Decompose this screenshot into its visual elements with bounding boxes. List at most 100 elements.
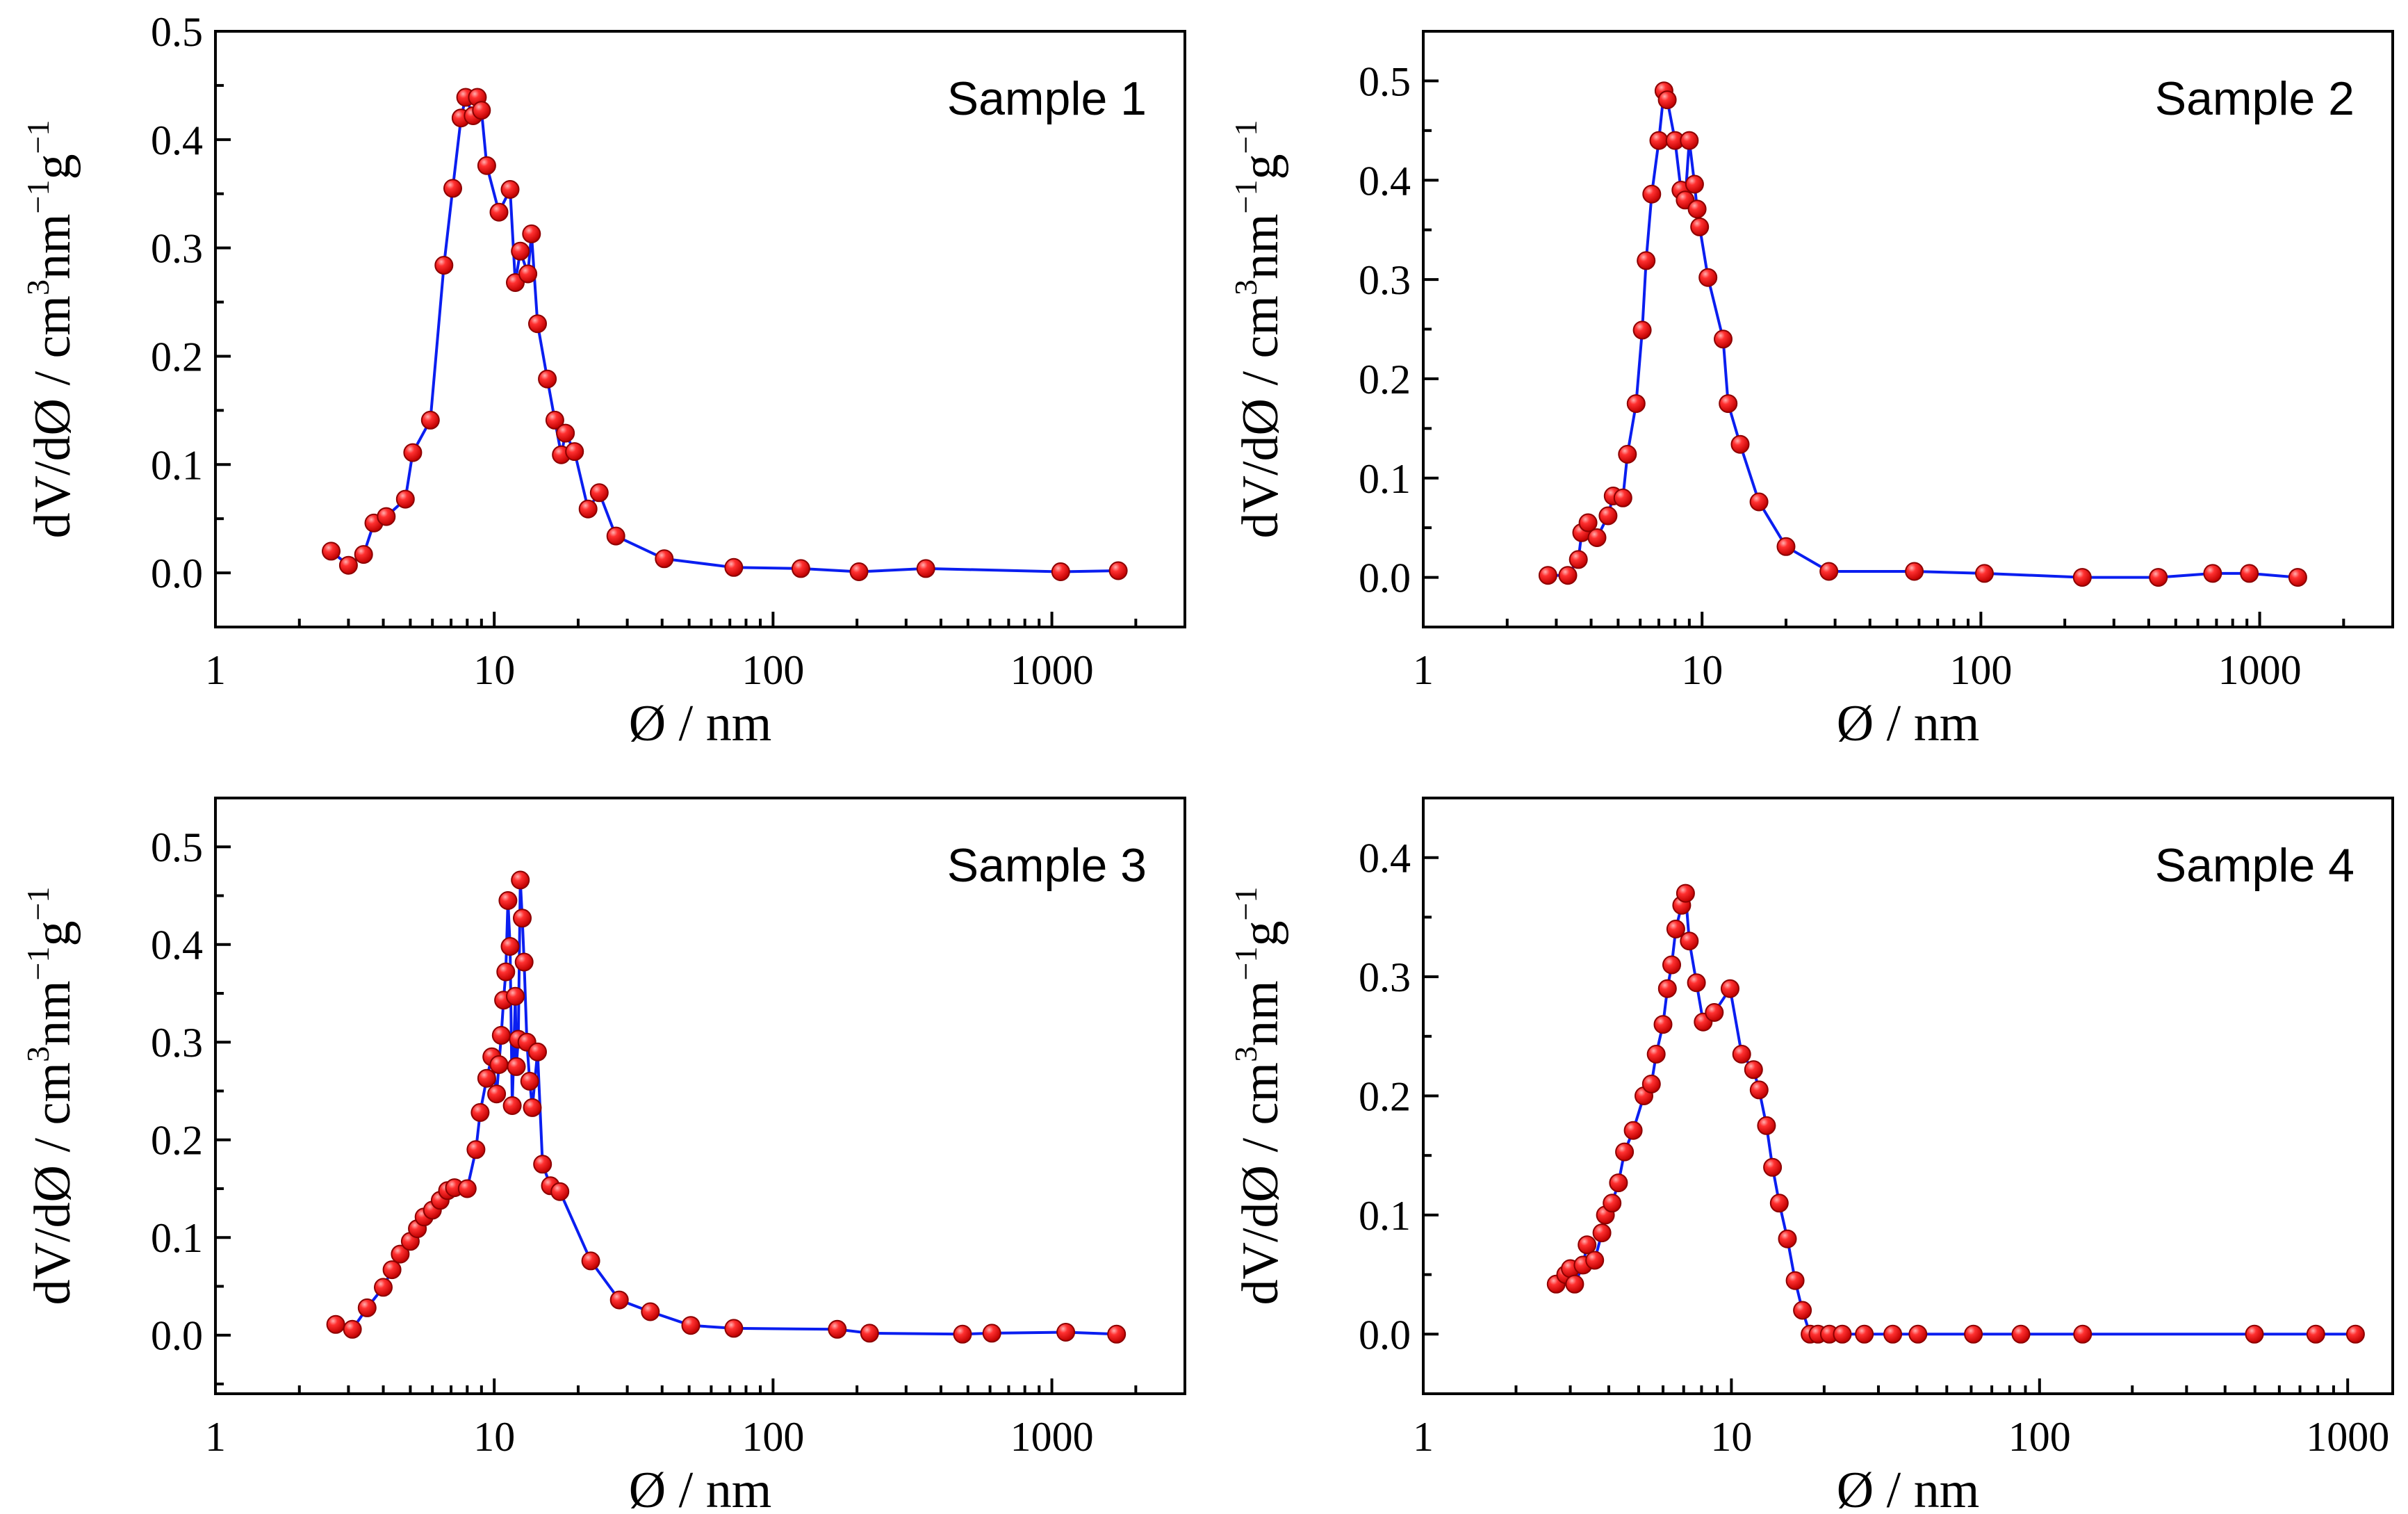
y-tick-label: 0.4 <box>1359 836 1411 881</box>
data-point <box>1698 268 1718 287</box>
data-point <box>1578 1235 1597 1255</box>
data-point <box>606 526 625 546</box>
data-point <box>1687 973 1706 993</box>
data-point <box>2245 1324 2264 1344</box>
chart-panel-3: 1 10 100 1000 0.0 0.1 0.2 0.3 0.4 0.5 Ø / nm dV/dØ … <box>20 797 1186 1514</box>
y-axis-label-superscript: −1 <box>1228 887 1263 921</box>
data-point <box>1883 1324 1903 1344</box>
data-point <box>589 483 609 503</box>
data-point <box>2011 1324 2031 1344</box>
data-point <box>322 542 341 561</box>
x-tick-label: 1000 <box>1010 647 1094 693</box>
data-point <box>511 241 530 261</box>
data-point <box>849 562 869 581</box>
data-point <box>354 545 373 564</box>
data-point <box>1666 920 1685 938</box>
plot-frame <box>214 30 1186 628</box>
y-axis-label-superscript: 3 <box>1228 279 1263 295</box>
x-tick-label: 1 <box>205 1414 226 1460</box>
x-tick-label: 10 <box>473 1414 515 1460</box>
y-axis-label-part: g <box>1232 154 1289 180</box>
data-point <box>1757 1116 1776 1135</box>
data-point <box>491 1025 511 1045</box>
data-point <box>472 101 491 120</box>
data-point <box>395 489 415 509</box>
data-point <box>1676 884 1695 903</box>
data-point <box>1778 1229 1797 1248</box>
x-tick-label: 1000 <box>1010 1414 1094 1460</box>
data-point <box>507 1057 526 1076</box>
x-tick-label: 1000 <box>2306 1414 2389 1460</box>
chart-panel-1: 1 10 100 1000 0.0 0.1 0.2 0.3 0.4 0.5 Ø / nm dV/dØ … <box>20 9 1186 752</box>
data-point <box>641 1302 660 1321</box>
data-point <box>1578 513 1598 532</box>
data-point <box>1565 1274 1584 1294</box>
sample-label: Sample 2 <box>2155 72 2354 125</box>
data-point <box>1662 955 1681 975</box>
y-tick-label: 0.0 <box>1359 1312 1411 1358</box>
data-point <box>1685 174 1704 194</box>
x-tick-label: 1 <box>1413 647 1434 693</box>
data-point <box>498 891 518 910</box>
y-axis-label: dV/dØ / cm3nm−1g−1 <box>1228 887 1289 1305</box>
x-tick-label: 1 <box>1413 1414 1434 1460</box>
data-point <box>1613 488 1632 507</box>
data-point <box>1618 445 1637 464</box>
data-point <box>1641 1074 1661 1093</box>
y-axis-label-superscript: −1 <box>20 887 56 921</box>
y-tick-label: 0.3 <box>151 226 203 272</box>
data-point <box>487 1084 507 1104</box>
y-tick-label: 0.3 <box>151 1020 203 1066</box>
y-tick-label: 0.0 <box>1359 555 1411 601</box>
data-point <box>2240 564 2259 583</box>
y-tick-label: 0.2 <box>151 334 203 380</box>
y-axis-label-superscript: 3 <box>20 1046 56 1062</box>
data-point <box>1719 394 1738 414</box>
data-point <box>500 180 520 199</box>
y-axis-label-part: dV/dØ / cm <box>1232 1062 1289 1305</box>
data-point <box>681 1316 701 1335</box>
data-point <box>343 1319 362 1339</box>
data-point <box>1776 537 1796 556</box>
data-point <box>457 1179 477 1198</box>
y-axis-label-superscript: −1 <box>20 180 56 214</box>
data-point <box>609 1290 629 1310</box>
sample-label: Sample 1 <box>947 72 1147 125</box>
data-point <box>1730 434 1750 454</box>
data-point <box>506 986 525 1006</box>
data-point <box>1649 131 1669 150</box>
data-point <box>522 224 541 243</box>
data-point <box>382 1260 402 1280</box>
data-point <box>477 156 496 175</box>
data-point <box>2149 568 2168 587</box>
data-point <box>500 937 520 956</box>
data-point <box>2072 568 2092 587</box>
data-point <box>1657 90 1677 110</box>
data-point <box>533 1155 552 1174</box>
data-point <box>1056 1323 1076 1342</box>
data-point <box>391 1244 410 1264</box>
data-point <box>1749 1080 1769 1100</box>
data-point <box>655 549 674 569</box>
y-tick-label: 0.5 <box>1359 58 1411 104</box>
data-point <box>538 369 557 389</box>
data-point <box>2203 564 2222 583</box>
x-axis-label: Ø / nm <box>1837 1462 1980 1514</box>
data-point <box>1538 566 1557 585</box>
y-tick-label: 0.2 <box>1359 1074 1411 1120</box>
data-point <box>1623 1121 1643 1140</box>
data-point <box>1657 979 1677 998</box>
y-axis-label: dV/dØ / cm3nm−1g−1 <box>1228 120 1289 539</box>
data-point <box>1598 506 1618 526</box>
data-point <box>1687 200 1707 219</box>
data-point <box>1615 1142 1635 1162</box>
data-point <box>528 1042 547 1061</box>
data-point <box>724 1319 744 1338</box>
y-tick-label: 0.1 <box>1359 1193 1411 1239</box>
data-point <box>565 442 584 462</box>
data-point <box>1705 1003 1724 1022</box>
data-point <box>1558 566 1578 585</box>
data-point <box>374 1278 393 1297</box>
data-point <box>2288 568 2307 587</box>
